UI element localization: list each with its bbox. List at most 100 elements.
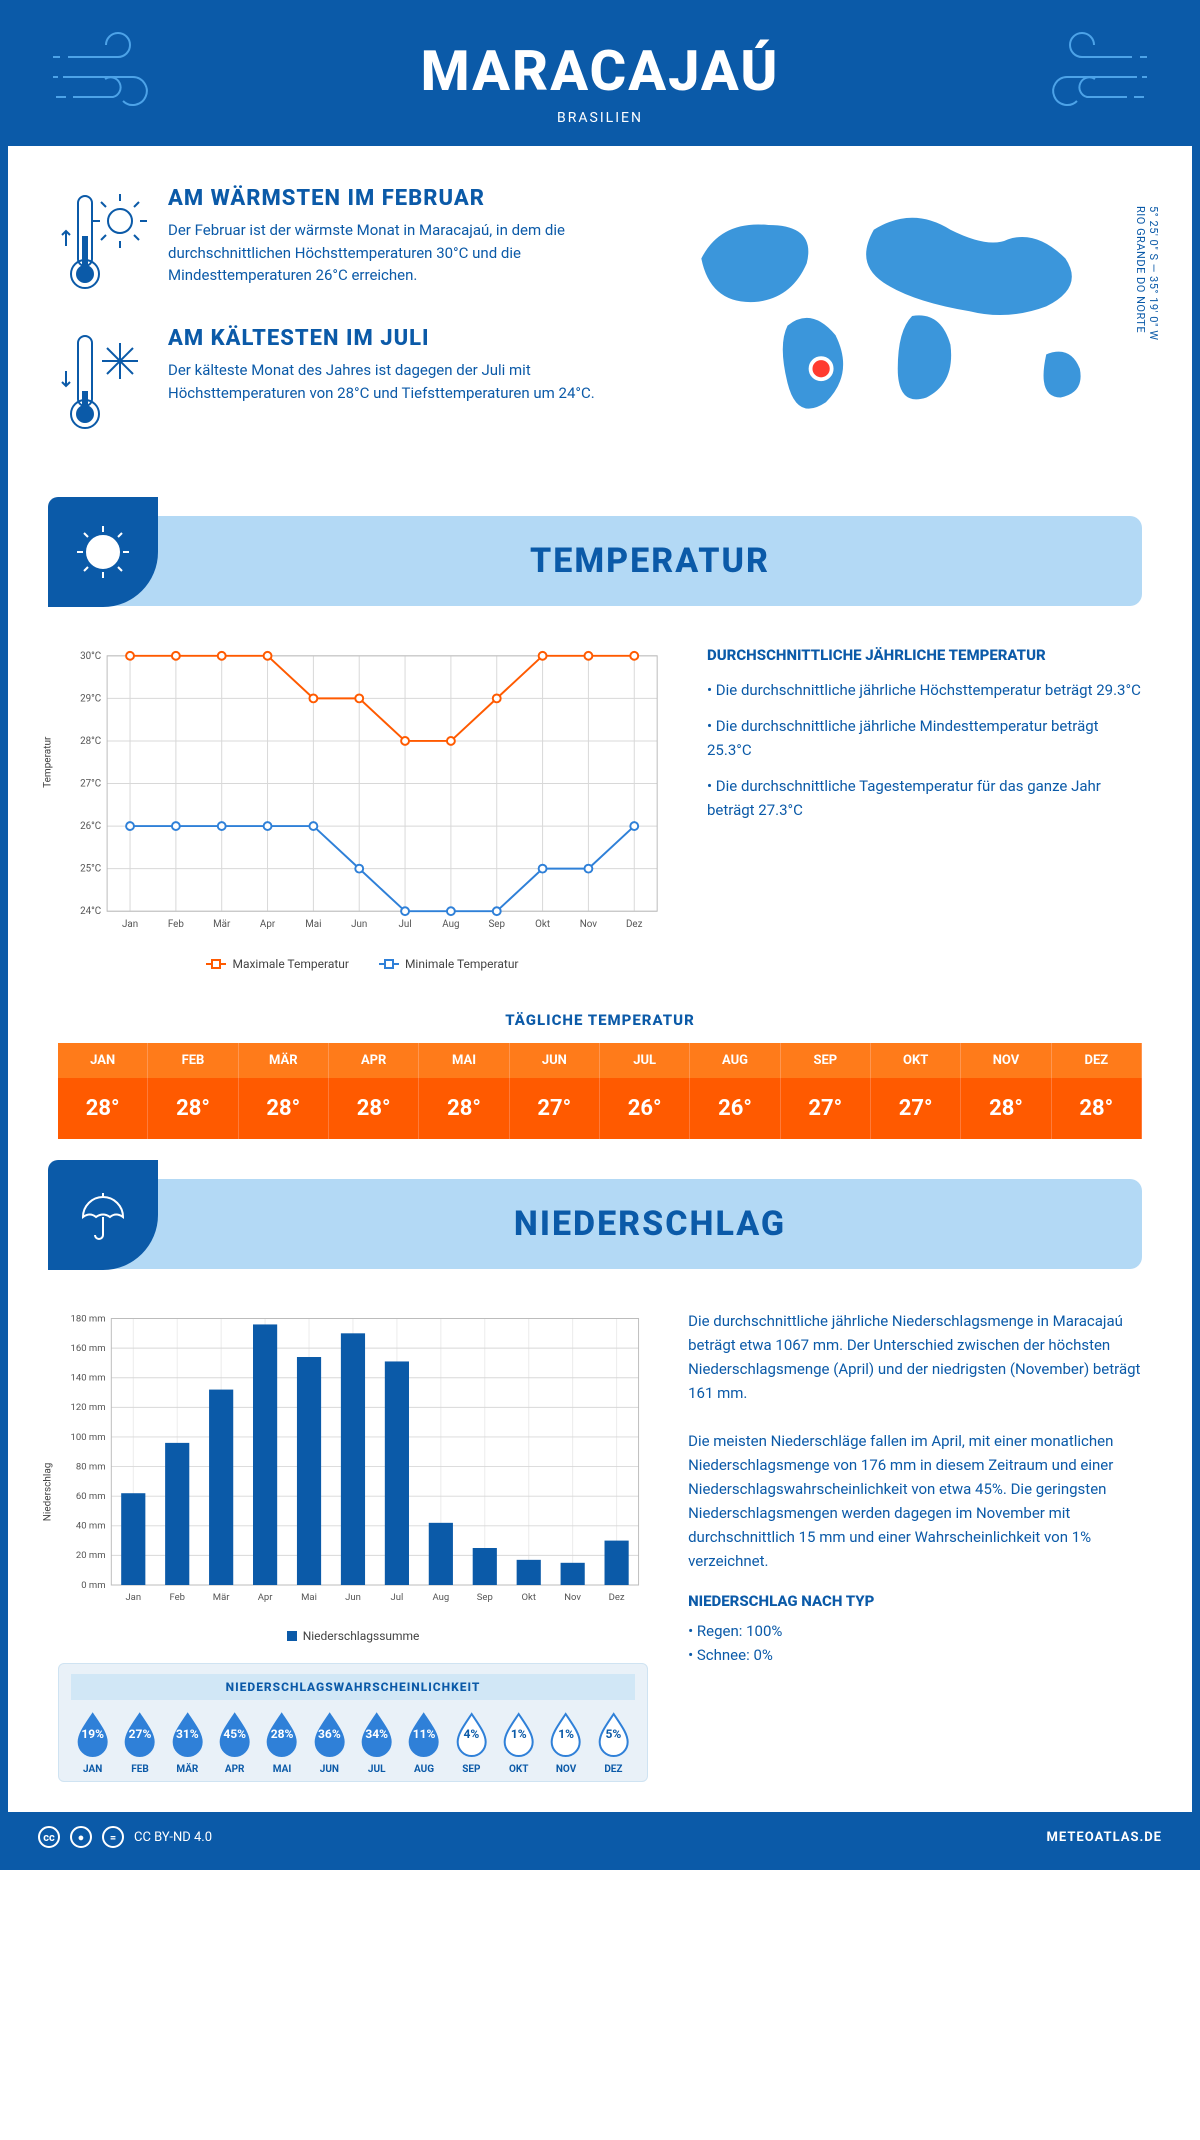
svg-text:Jul: Jul	[391, 1592, 404, 1603]
svg-text:Jun: Jun	[351, 919, 367, 930]
table-header: MÄR	[239, 1043, 329, 1078]
prob-drop: 45%	[213, 1710, 256, 1758]
table-header: JUN	[510, 1043, 600, 1078]
svg-text:100 mm: 100 mm	[71, 1431, 106, 1442]
precip-rain: • Regen: 100%	[688, 1619, 1142, 1643]
table-header: JAN	[58, 1043, 148, 1078]
prob-month: JAN	[71, 1764, 114, 1775]
table-header: MAI	[419, 1043, 509, 1078]
precip-bar-chart: 0 mm20 mm40 mm60 mm80 mm100 mm120 mm140 …	[58, 1309, 648, 1614]
fact-warmest: AM WÄRMSTEN IM FEBRUAR Der Februar ist d…	[58, 186, 633, 296]
precip-text: Die durchschnittliche jährliche Niedersc…	[688, 1309, 1142, 1783]
thermometer-sun-icon	[58, 186, 148, 296]
page-subtitle: BRASILIEN	[28, 110, 1172, 126]
umbrella-icon	[48, 1160, 158, 1270]
table-cell: 28°	[329, 1078, 419, 1139]
precip-prob-title: NIEDERSCHLAGSWAHRSCHEINLICHKEIT	[71, 1674, 635, 1700]
prob-drop: 31%	[166, 1710, 209, 1758]
precip-legend: Niederschlagssumme	[58, 1629, 648, 1643]
prob-drop: 1%	[544, 1710, 587, 1758]
fact-warm-text: Der Februar ist der wärmste Monat in Mar…	[168, 219, 633, 287]
prob-drop: 36%	[308, 1710, 351, 1758]
banner-precip: NIEDERSCHLAG	[58, 1179, 1142, 1269]
prob-drop: 11%	[402, 1710, 445, 1758]
cc-icon: cc	[38, 1826, 60, 1848]
svg-text:27°C: 27°C	[80, 778, 101, 789]
svg-text:60 mm: 60 mm	[76, 1491, 106, 1502]
svg-text:Jan: Jan	[125, 1592, 141, 1603]
svg-text:Jul: Jul	[398, 919, 411, 930]
section-title-temp: TEMPERATUR	[158, 541, 1142, 581]
prob-month: MÄR	[166, 1764, 209, 1775]
wind-icon	[1032, 32, 1152, 122]
daily-temp-table: JANFEBMÄRAPRMAIJUNJULAUGSEPOKTNOVDEZ28°2…	[58, 1043, 1142, 1139]
prob-month: AUG	[402, 1764, 445, 1775]
svg-text:30°C: 30°C	[80, 651, 101, 662]
prob-month: SEP	[450, 1764, 493, 1775]
temperature-section: Temperatur 24°C25°C26°C27°C28°C29°C30°CJ…	[8, 606, 1192, 991]
svg-text:Nov: Nov	[580, 919, 598, 930]
fact-cold-title: AM KÄLTESTEN IM JULI	[168, 326, 633, 351]
svg-text:0 mm: 0 mm	[81, 1580, 105, 1591]
svg-text:180 mm: 180 mm	[71, 1313, 106, 1324]
table-header: SEP	[781, 1043, 871, 1078]
precip-p2: Die meisten Niederschläge fallen im Apri…	[688, 1429, 1142, 1573]
table-header: NOV	[961, 1043, 1051, 1078]
svg-text:Aug: Aug	[432, 1592, 449, 1603]
prob-drop: 4%	[450, 1710, 493, 1758]
temp-ylabel: Temperatur	[43, 737, 54, 788]
prob-month: OKT	[497, 1764, 540, 1775]
prob-drop: 5%	[592, 1710, 635, 1758]
table-cell: 28°	[58, 1078, 148, 1139]
prob-drop: 1%	[497, 1710, 540, 1758]
svg-text:28°C: 28°C	[80, 736, 101, 747]
table-header: OKT	[871, 1043, 961, 1078]
prob-drop: 28%	[260, 1710, 303, 1758]
svg-text:160 mm: 160 mm	[71, 1343, 106, 1354]
table-cell: 28°	[148, 1078, 238, 1139]
table-header: AUG	[690, 1043, 780, 1078]
precip-prob-box: NIEDERSCHLAGSWAHRSCHEINLICHKEIT 19% 27% …	[58, 1663, 648, 1782]
precip-p1: Die durchschnittliche jährliche Niedersc…	[688, 1309, 1142, 1405]
wind-icon	[48, 32, 168, 122]
header: MARACAJAÚ BRASILIEN	[8, 8, 1192, 146]
svg-text:40 mm: 40 mm	[76, 1520, 106, 1531]
infographic-page: MARACAJAÚ BRASILIEN AM WÄRMSTEN IM FEBRU…	[0, 0, 1200, 1870]
prob-month: DEZ	[592, 1764, 635, 1775]
coordinates: 5° 25' 0" S — 35° 19' 0" WRIO GRANDE DO …	[1134, 206, 1160, 340]
by-icon: ●	[70, 1826, 92, 1848]
svg-text:Feb: Feb	[169, 1592, 185, 1603]
svg-text:Apr: Apr	[260, 919, 276, 930]
svg-text:140 mm: 140 mm	[71, 1372, 106, 1383]
nd-icon: =	[102, 1826, 124, 1848]
svg-text:24°C: 24°C	[80, 906, 101, 917]
svg-text:Mai: Mai	[305, 919, 321, 930]
thermometer-snow-icon	[58, 326, 148, 436]
temp-legend: Maximale Temperatur Minimale Temperatur	[58, 957, 667, 971]
svg-text:120 mm: 120 mm	[71, 1402, 106, 1413]
svg-text:Mai: Mai	[301, 1592, 317, 1603]
prob-month: JUN	[308, 1764, 351, 1775]
table-cell: 28°	[419, 1078, 509, 1139]
svg-text:Mär: Mär	[213, 919, 231, 930]
sun-icon	[48, 497, 158, 607]
table-header: DEZ	[1052, 1043, 1142, 1078]
temp-facts-title: DURCHSCHNITTLICHE JÄHRLICHE TEMPERATUR	[707, 646, 1142, 664]
precip-ylabel: Niederschlag	[43, 1463, 54, 1522]
world-map-icon	[663, 186, 1142, 446]
svg-text:Jun: Jun	[345, 1592, 361, 1603]
temperature-line-chart: 24°C25°C26°C27°C28°C29°C30°CJanFebMärApr…	[58, 646, 667, 941]
svg-text:Dez: Dez	[626, 919, 643, 930]
prob-drop: 19%	[71, 1710, 114, 1758]
prob-month: APR	[213, 1764, 256, 1775]
svg-text:Okt: Okt	[521, 1592, 535, 1603]
svg-text:29°C: 29°C	[80, 693, 101, 704]
fact-cold-text: Der kälteste Monat des Jahres ist dagege…	[168, 359, 633, 404]
table-cell: 28°	[961, 1078, 1051, 1139]
temp-fact-0: • Die durchschnittliche jährliche Höchst…	[707, 678, 1142, 702]
svg-text:Sep: Sep	[477, 1592, 493, 1603]
fact-warm-title: AM WÄRMSTEN IM FEBRUAR	[168, 186, 633, 211]
table-cell: 27°	[510, 1078, 600, 1139]
table-cell: 27°	[781, 1078, 871, 1139]
svg-text:Aug: Aug	[442, 919, 459, 930]
